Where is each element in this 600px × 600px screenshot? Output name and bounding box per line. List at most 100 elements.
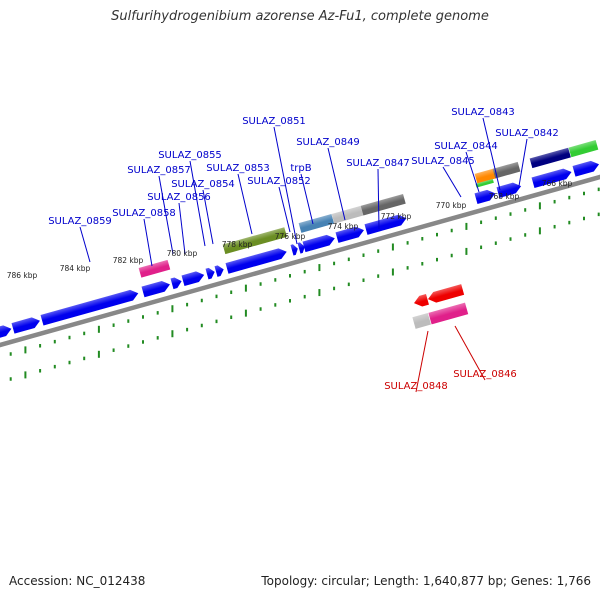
cds-forward-12-shape xyxy=(335,226,364,243)
lower-tick-row-tick xyxy=(538,227,541,235)
feature-upper-4 xyxy=(360,193,406,216)
upper-tick-row-tick xyxy=(421,237,424,241)
gene-label-sulaz_0853-leader xyxy=(237,173,253,235)
lower-tick-row-tick xyxy=(53,364,56,369)
lower-tick-row-tick xyxy=(171,330,174,338)
cds-forward-16-shape xyxy=(531,168,572,189)
lower-tick-row-tick xyxy=(200,323,203,328)
cds-forward-6-shape xyxy=(205,267,215,280)
cds-forward-9 xyxy=(290,244,298,256)
lower-tick-row-tick xyxy=(259,307,262,311)
gene-label-sulaz_0849: SULAZ_0849 xyxy=(296,137,360,221)
gene-label-sulaz_0846-text: SULAZ_0846 xyxy=(453,369,517,380)
lower-tick-row-tick xyxy=(509,237,512,241)
feature-upper-1-shape xyxy=(222,227,287,255)
scale-label: 770 kbp xyxy=(436,201,467,210)
scale-label: 778 kbp xyxy=(222,240,253,249)
scale-label: 782 kbp xyxy=(113,256,144,265)
upper-tick-row-tick xyxy=(200,298,203,303)
lower-tick-row-tick xyxy=(9,377,12,381)
lower-tick-row-tick xyxy=(156,336,159,340)
gene-label-sulaz_0857-text: SULAZ_0857 xyxy=(127,165,191,176)
cds-forward-3 xyxy=(141,281,170,298)
feature-upper-3 xyxy=(331,205,364,224)
cds-forward-17 xyxy=(572,160,600,177)
cds-reverse-1-shape xyxy=(428,284,465,303)
cds-forward-1-shape xyxy=(11,317,40,334)
gene-label-sulaz_0843-text: SULAZ_0843 xyxy=(451,107,515,118)
lower-tick-row-tick xyxy=(597,212,600,217)
upper-tick-row-tick xyxy=(347,257,350,262)
feature-reverse-1 xyxy=(428,302,469,325)
cds-forward-0-shape xyxy=(0,325,12,339)
lower-tick-row-tick xyxy=(244,309,247,317)
cds-forward-9-shape xyxy=(290,244,298,256)
lower-tick-row-tick xyxy=(68,360,71,365)
lower-tick-row-tick xyxy=(230,315,233,320)
upper-tick-row-tick xyxy=(333,261,336,266)
gene-label-sulaz_0853: SULAZ_0853 xyxy=(206,163,270,235)
gene-label-sulaz_0855-leader xyxy=(189,160,206,247)
lower-tick-row-tick xyxy=(186,327,189,332)
upper-tick-row-tick xyxy=(39,344,42,348)
lower-tick-row-tick xyxy=(524,233,527,237)
upper-tick-row-tick xyxy=(406,241,409,245)
gene-label-sulaz_0848-text: SULAZ_0848 xyxy=(384,381,448,392)
cds-forward-11-shape xyxy=(302,234,335,253)
upper-tick-row-tick xyxy=(127,319,130,323)
gene-label-sulaz_0856-text: SULAZ_0856 xyxy=(147,192,211,203)
cds-forward-12 xyxy=(335,226,364,243)
gene-label-sulaz_0852: SULAZ_0852 xyxy=(247,176,311,233)
upper-tick-row-tick xyxy=(259,282,262,286)
upper-tick-row-tick xyxy=(112,323,115,327)
upper-tick-row-tick xyxy=(171,305,174,313)
gene-label-sulaz_0858-leader xyxy=(143,218,153,267)
feature-reverse-1-shape xyxy=(428,302,469,325)
gene-label-sulaz_0858: SULAZ_0858 xyxy=(112,208,176,267)
topology-text: Topology: circular; Length: 1,640,877 bp… xyxy=(261,574,591,588)
gene-label-sulaz_0847: SULAZ_0847 xyxy=(346,158,410,230)
scale-label: 774 kbp xyxy=(328,222,359,231)
feature-small-green xyxy=(475,178,494,188)
lower-tick-row-tick xyxy=(39,369,42,373)
gene-label-sulaz_0849-text: SULAZ_0849 xyxy=(296,137,360,148)
gene-label-trpb: trpB xyxy=(290,163,314,225)
cds-forward-7 xyxy=(214,265,224,277)
lower-tick-row-tick xyxy=(112,348,115,352)
lower-tick-row-tick xyxy=(465,247,468,255)
genome-title: Sulfurihydrogenibium azorense Az-Fu1, co… xyxy=(111,9,489,24)
feature-upper-1 xyxy=(222,227,287,255)
feature-upper-7-shape xyxy=(529,147,571,169)
gene-label-sulaz_0852-leader xyxy=(278,186,291,233)
upper-tick-row-tick xyxy=(362,253,365,257)
feature-reverse-0 xyxy=(412,312,432,329)
lower-tick-row-tick xyxy=(97,350,100,358)
upper-tick-row-tick xyxy=(524,208,527,212)
cds-forward-10-shape xyxy=(297,242,305,254)
gene-label-sulaz_0852-text: SULAZ_0852 xyxy=(247,176,311,187)
gene-label-sulaz_0845-text: SULAZ_0845 xyxy=(411,156,475,167)
upper-tick-row-tick xyxy=(68,335,71,340)
gene-label-sulaz_0849-leader xyxy=(327,147,346,221)
gene-label-sulaz_0851: SULAZ_0851 xyxy=(242,116,306,245)
upper-tick-row-tick xyxy=(244,284,247,292)
cds-forward-13 xyxy=(364,214,407,235)
lower-tick-row-tick xyxy=(450,253,453,258)
upper-tick-row-tick xyxy=(142,315,144,319)
upper-tick-row-tick xyxy=(289,274,291,278)
cds-forward-10 xyxy=(297,242,305,254)
upper-tick-row-tick xyxy=(391,243,394,251)
gene-label-sulaz_0856-leader xyxy=(178,202,186,255)
upper-tick-row-tick xyxy=(53,339,56,344)
gene-label-sulaz_0846: SULAZ_0846 xyxy=(453,325,517,381)
upper-tick-row-tick xyxy=(583,191,585,196)
gene-label-sulaz_0844-text: SULAZ_0844 xyxy=(434,141,498,152)
gene-label-sulaz_0842-text: SULAZ_0842 xyxy=(495,128,559,139)
genome-backbone xyxy=(0,174,600,348)
lower-tick-row-tick xyxy=(362,278,365,282)
feature-upper-4-shape xyxy=(360,193,406,216)
gene-label-sulaz_0845: SULAZ_0845 xyxy=(411,156,475,198)
feature-upper-0-shape xyxy=(138,259,171,278)
upper-tick-row-tick xyxy=(568,195,571,200)
lower-tick-row-tick xyxy=(406,266,409,270)
